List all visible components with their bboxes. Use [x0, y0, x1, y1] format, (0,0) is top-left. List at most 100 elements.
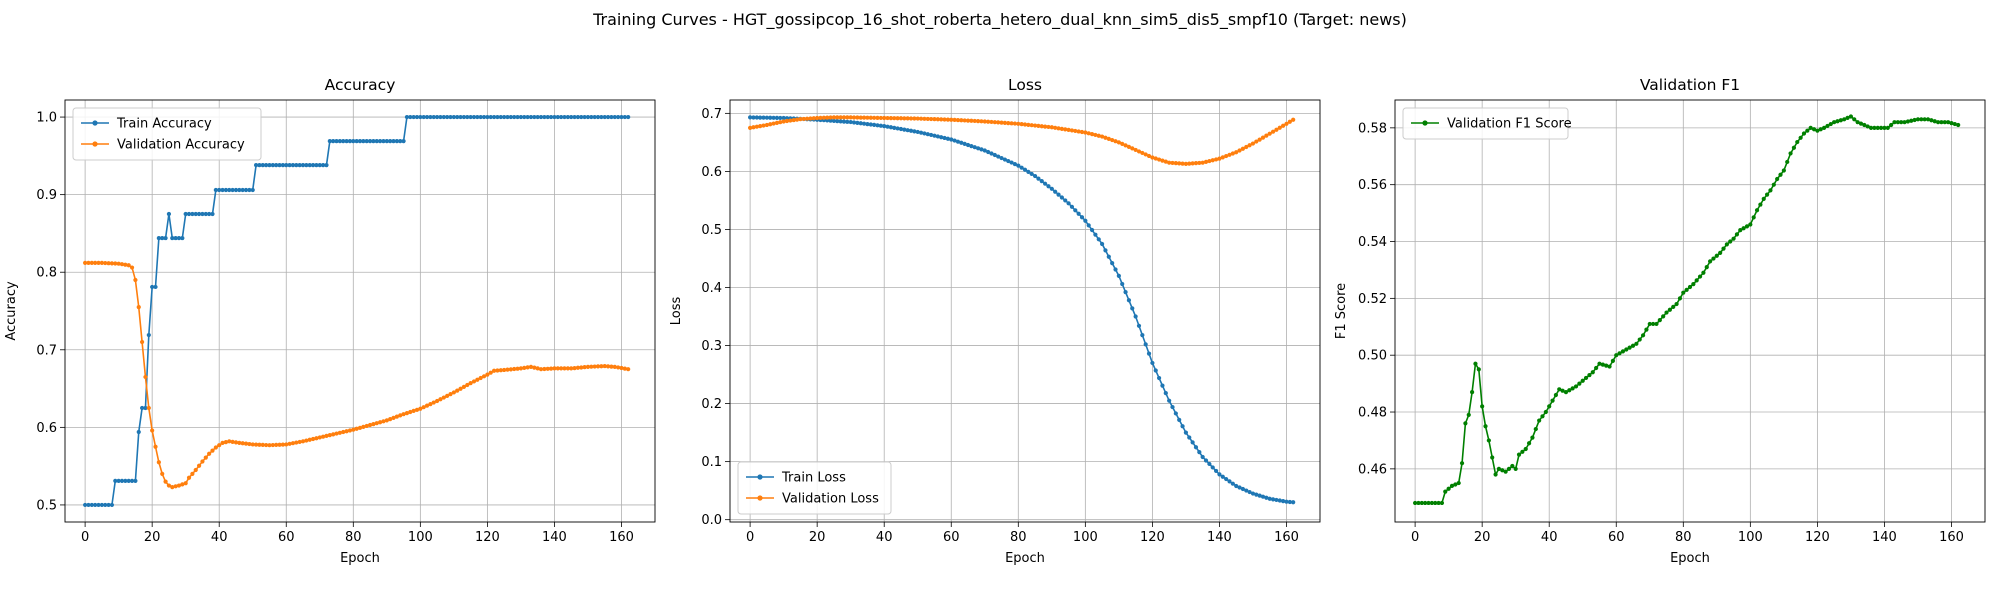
data-point — [1006, 121, 1011, 126]
data-point — [989, 119, 994, 125]
data-point — [1838, 118, 1843, 123]
data-point — [875, 123, 880, 128]
data-point — [1915, 117, 1921, 122]
data-point — [1503, 469, 1508, 474]
data-point — [1413, 500, 1418, 506]
data-point — [200, 459, 205, 464]
data-point — [848, 115, 853, 120]
data-point — [96, 260, 101, 265]
data-point — [905, 128, 910, 133]
data-point — [969, 118, 974, 123]
data-point — [1832, 120, 1837, 125]
data-point — [555, 366, 560, 371]
data-point — [448, 392, 453, 397]
data-point — [1203, 159, 1209, 164]
data-point — [1419, 500, 1424, 506]
data-point — [133, 478, 138, 483]
data-point — [163, 479, 168, 484]
data-point — [565, 366, 570, 371]
data-point — [992, 120, 997, 125]
data-point — [888, 125, 894, 130]
data-point — [945, 117, 951, 122]
data-point — [774, 115, 780, 120]
data-point — [929, 116, 934, 122]
data-point — [1573, 384, 1579, 389]
data-point — [99, 502, 104, 508]
data-point — [243, 187, 249, 193]
data-point — [371, 139, 376, 144]
data-point — [1691, 282, 1696, 287]
data-point — [1267, 131, 1272, 136]
data-point — [1775, 176, 1780, 182]
data-point — [357, 139, 363, 144]
data-point — [1630, 343, 1636, 348]
data-point — [1153, 156, 1158, 161]
data-point — [1882, 125, 1887, 130]
data-point — [1140, 150, 1145, 156]
data-point — [1240, 146, 1245, 151]
y-tick-label: 0.1 — [701, 455, 722, 470]
data-point — [1453, 482, 1458, 487]
data-point — [1012, 161, 1018, 167]
data-point — [1583, 375, 1589, 381]
data-point — [237, 187, 242, 193]
data-point — [354, 426, 359, 431]
data-point — [1600, 362, 1605, 367]
data-point — [579, 114, 584, 120]
data-point — [502, 114, 507, 120]
data-point — [1076, 129, 1081, 134]
data-point — [1708, 259, 1713, 264]
data-point — [1697, 274, 1703, 279]
data-point — [1160, 383, 1165, 388]
data-point — [1865, 124, 1870, 129]
data-point — [123, 262, 128, 267]
data-point — [1721, 246, 1726, 251]
data-point — [351, 427, 356, 432]
data-point — [999, 120, 1004, 125]
data-point — [1113, 267, 1118, 272]
data-point — [176, 483, 182, 488]
data-point — [381, 419, 386, 424]
data-point — [143, 405, 148, 411]
data-point — [1284, 121, 1289, 126]
data-point — [932, 117, 937, 122]
data-point — [1741, 226, 1746, 231]
data-point — [1063, 198, 1068, 203]
data-point — [892, 116, 897, 121]
data-point — [274, 163, 279, 168]
data-point — [1267, 496, 1272, 501]
data-point — [1835, 119, 1840, 124]
x-tick-label: 0 — [746, 530, 754, 545]
data-point — [1083, 218, 1088, 223]
data-point — [441, 114, 446, 120]
data-point — [1200, 160, 1205, 165]
legend-box — [1402, 107, 1569, 140]
data-point — [1287, 499, 1292, 505]
x-tick-label: 160 — [1939, 530, 1964, 545]
data-point — [952, 138, 957, 143]
data-point — [384, 418, 389, 423]
data-point — [217, 187, 222, 193]
data-point — [1842, 117, 1847, 122]
data-point — [1086, 131, 1091, 136]
data-point — [589, 364, 594, 369]
data-point — [942, 135, 947, 141]
data-point — [1436, 500, 1441, 506]
data-point — [939, 135, 944, 140]
data-point — [468, 381, 473, 386]
data-point — [1200, 454, 1205, 460]
data-point — [805, 116, 810, 121]
subplot-2: 0 20 40 60 80 100 120 140 160 0.0 0.1 0.2 0.3 0.4 0.5 0… — [669, 76, 1321, 566]
data-point — [1089, 227, 1095, 233]
y-tick-label: 0.2 — [701, 397, 722, 412]
data-point — [612, 114, 617, 120]
x-tick-label: 100 — [1073, 530, 1098, 545]
data-point — [626, 114, 631, 120]
data-point — [1224, 476, 1229, 482]
data-point — [1277, 498, 1282, 503]
data-point — [882, 115, 887, 121]
data-point — [585, 114, 591, 120]
data-point — [93, 260, 98, 265]
data-point — [1490, 455, 1495, 460]
data-point — [1523, 446, 1528, 452]
